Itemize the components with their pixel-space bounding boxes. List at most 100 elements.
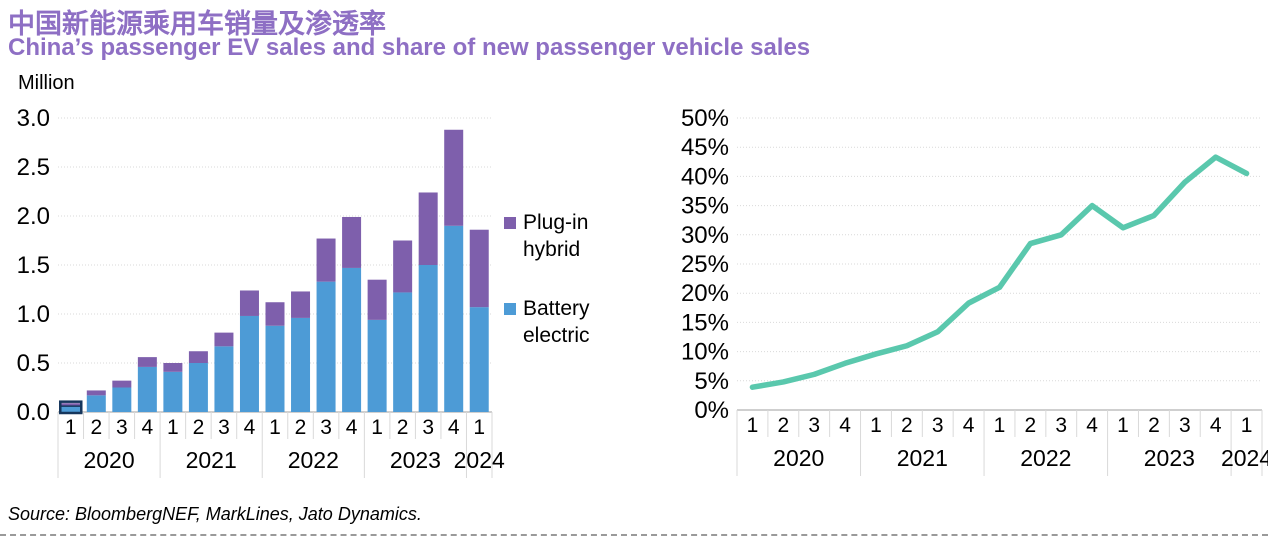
y-axis-tick-label: 50% <box>681 105 729 132</box>
quarter-label: 2 <box>1025 414 1037 437</box>
legend-item-battery-electric: Battery electric <box>504 296 614 350</box>
quarter-label: 1 <box>167 416 179 439</box>
bar-segment-plug-in-hybrid <box>163 363 183 372</box>
quarter-label: 4 <box>244 416 256 439</box>
year-label: 2024 <box>1221 445 1268 471</box>
bar-segment-battery-electric <box>86 395 106 412</box>
ev-sales-stacked-bar-chart: 0.00.51.01.52.02.53.01 2 3 4 1 2 3 4 1 2 3 4 1 2 3 4 120… <box>17 105 505 478</box>
year-label: 2023 <box>1144 445 1195 471</box>
quarter-label: 4 <box>1086 414 1098 437</box>
bar-segment-battery-electric <box>214 346 234 412</box>
quarter-label: 2 <box>193 416 205 439</box>
quarter-label: 3 <box>422 416 434 439</box>
y-axis-unit-label: Million <box>18 72 75 94</box>
quarter-label: 3 <box>116 416 128 439</box>
quarter-label: 2 <box>397 416 409 439</box>
y-axis-tick-label: 1.0 <box>17 301 50 328</box>
bar-segment-plug-in-hybrid <box>291 291 311 318</box>
bar-segment-plug-in-hybrid <box>316 238 336 282</box>
y-axis-tick-label: 2.0 <box>17 203 50 230</box>
bar-segment-plug-in-hybrid <box>214 332 234 347</box>
quarter-label: 4 <box>963 414 975 437</box>
year-label: 2023 <box>390 447 441 473</box>
quarter-label: 3 <box>808 414 820 437</box>
legend-label-plug-in-hybrid: Plug-in hybrid <box>523 211 589 261</box>
y-axis-tick-label: 10% <box>681 339 729 366</box>
y-axis-tick-label: 0.5 <box>17 350 50 377</box>
plug-in-hybrid-swatch-icon <box>504 217 516 229</box>
quarter-label: 1 <box>870 414 882 437</box>
page-title-english: China’s passenger EV sales and share of … <box>8 34 811 61</box>
quarter-label: 2 <box>90 416 102 439</box>
y-axis-tick-label: 15% <box>681 309 729 336</box>
battery-electric-swatch-icon <box>504 302 516 315</box>
quarter-label: 2 <box>901 414 913 437</box>
bar-segment-battery-electric <box>367 319 387 412</box>
y-axis-tick-label: 0.0 <box>17 399 50 426</box>
bar-segment-battery-electric <box>418 265 438 412</box>
bar-segment-plug-in-hybrid <box>86 390 106 396</box>
bar-segment-battery-electric <box>112 387 132 412</box>
source-note: Source: BloombergNEF, MarkLines, Jato Dy… <box>8 504 422 524</box>
bar-segment-plug-in-hybrid <box>393 240 413 293</box>
quarter-label: 1 <box>269 416 281 439</box>
year-label: 2022 <box>1020 445 1071 471</box>
bar-segment-plug-in-hybrid <box>367 279 387 320</box>
bar-segment-plug-in-hybrid <box>239 290 259 316</box>
bar-segment-plug-in-hybrid <box>444 129 464 226</box>
bar-segment-plug-in-hybrid <box>188 351 208 363</box>
quarter-label: 1 <box>994 414 1006 437</box>
bar-segment-plug-in-hybrid <box>112 380 132 388</box>
quarter-label: 2 <box>777 414 789 437</box>
quarter-label: 2 <box>1148 414 1160 437</box>
bar-segment-battery-electric <box>239 315 259 412</box>
quarter-label: 4 <box>1210 414 1222 437</box>
quarter-label: 3 <box>1179 414 1191 437</box>
bar-segment-plug-in-hybrid <box>418 192 438 265</box>
bar-segment-battery-electric <box>137 366 157 412</box>
bar-segment-battery-electric <box>61 406 81 412</box>
year-label: 2021 <box>186 447 237 473</box>
quarter-label: 1 <box>1241 414 1253 437</box>
highlighted-bar-outline <box>59 400 83 415</box>
y-axis-tick-label: 30% <box>681 222 729 249</box>
quarter-label: 4 <box>839 414 851 437</box>
y-axis-tick-label: 20% <box>681 280 729 307</box>
year-label: 2024 <box>454 447 505 473</box>
bottom-divider <box>0 534 1268 536</box>
year-label: 2021 <box>897 445 948 471</box>
bar-segment-battery-electric <box>265 325 285 412</box>
bar-segment-battery-electric <box>444 225 464 412</box>
ev-share-line <box>749 154 1250 390</box>
quarter-label: 4 <box>346 416 358 439</box>
quarter-label: 2 <box>295 416 307 439</box>
bar-segment-battery-electric <box>469 307 489 412</box>
quarter-label: 1 <box>65 416 77 439</box>
bar-segment-plug-in-hybrid <box>137 357 157 367</box>
y-axis-tick-label: 3.0 <box>17 105 50 132</box>
page-title-chinese: 中国新能源乘用车销量及渗透率 <box>8 9 386 39</box>
y-axis-tick-label: 5% <box>694 368 729 395</box>
bar-segment-plug-in-hybrid <box>342 216 362 268</box>
quarter-label: 1 <box>747 414 759 437</box>
year-label: 2020 <box>773 445 824 471</box>
quarter-label: 3 <box>1055 414 1067 437</box>
bar-segment-battery-electric <box>393 292 413 412</box>
chart-legend: Plug-in hybrid Battery electric <box>504 210 614 382</box>
y-axis-tick-label: 2.5 <box>17 154 50 181</box>
bar-segment-battery-electric <box>342 267 362 412</box>
bar-segment-plug-in-hybrid <box>265 302 285 326</box>
bar-segment-battery-electric <box>291 317 311 412</box>
year-label: 2020 <box>83 447 134 473</box>
legend-item-plug-in-hybrid: Plug-in hybrid <box>504 210 614 264</box>
y-axis-tick-label: 35% <box>681 193 729 220</box>
quarter-label: 4 <box>142 416 154 439</box>
year-label: 2022 <box>288 447 339 473</box>
bar-segment-plug-in-hybrid <box>469 229 489 308</box>
y-axis-tick-label: 25% <box>681 251 729 278</box>
quarter-label: 1 <box>1117 414 1129 437</box>
quarter-label: 3 <box>320 416 332 439</box>
bar-segment-battery-electric <box>316 281 336 412</box>
quarter-label: 3 <box>932 414 944 437</box>
